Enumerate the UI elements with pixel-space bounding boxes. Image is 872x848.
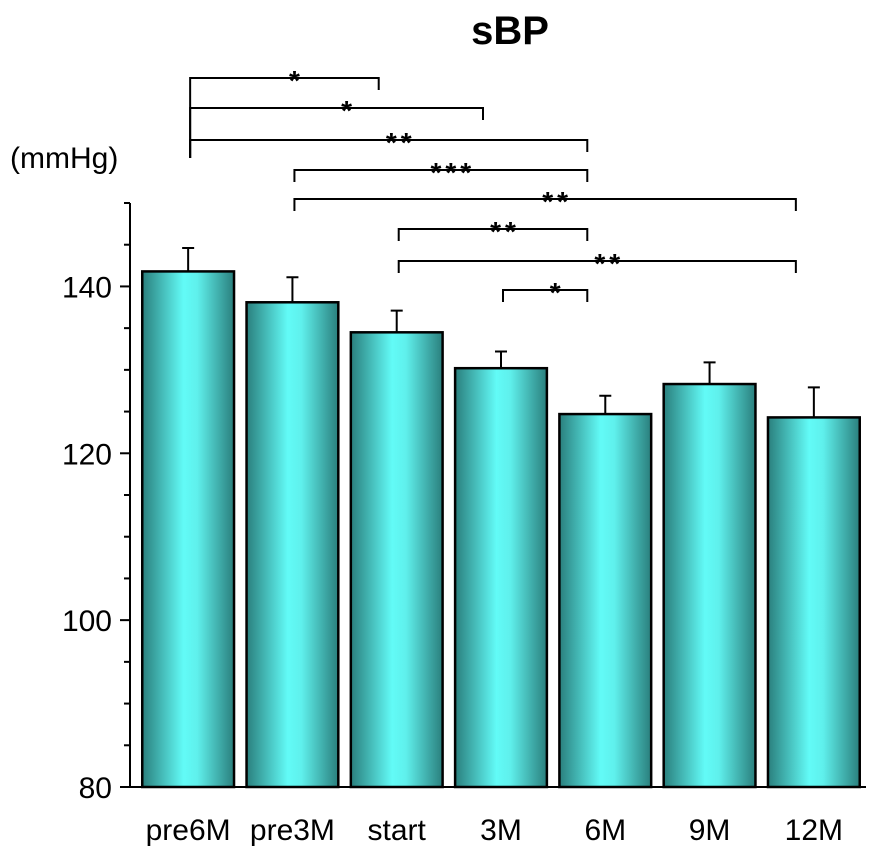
error-bar-12M bbox=[807, 386, 820, 418]
significance-brackets: ************** bbox=[189, 65, 797, 308]
bar-start bbox=[349, 331, 444, 789]
x-tick-label-pre6M: pre6M bbox=[146, 814, 231, 847]
significance-label: * bbox=[341, 95, 356, 126]
significance-bracket bbox=[502, 289, 589, 302]
significance-label: * bbox=[289, 65, 304, 96]
significance-label: ** bbox=[386, 127, 416, 158]
error-bar-6M bbox=[599, 394, 612, 415]
bars-layer bbox=[141, 247, 861, 789]
x-tick-label-pre3M: pre3M bbox=[250, 814, 335, 847]
significance-bracket bbox=[397, 260, 797, 273]
bar-6M bbox=[558, 412, 653, 789]
y-tick-label: 80 bbox=[79, 772, 112, 805]
error-bar-pre6M bbox=[182, 247, 195, 272]
y-tick-label: 140 bbox=[62, 271, 112, 304]
y-axis: 80 100 120 140 bbox=[62, 202, 866, 805]
x-tick-label-6M: 6M bbox=[584, 814, 626, 847]
error-bar-9M bbox=[703, 361, 716, 385]
significance-label: *** bbox=[431, 157, 476, 188]
bar-pre3M bbox=[245, 301, 340, 789]
significance-bracket bbox=[397, 228, 589, 241]
bar-3M bbox=[453, 366, 549, 789]
bar-12M bbox=[766, 416, 861, 789]
bar-pre6M bbox=[141, 270, 236, 789]
y-tick-label: 100 bbox=[62, 605, 112, 638]
significance-bracket bbox=[293, 169, 589, 182]
x-tick-label-start: start bbox=[368, 814, 427, 847]
chart-title: sBP bbox=[471, 9, 549, 53]
significance-bracket bbox=[293, 198, 797, 211]
y-tick-label: 120 bbox=[62, 438, 112, 471]
significance-label: * bbox=[550, 277, 565, 308]
error-bar-start bbox=[390, 309, 403, 333]
bar-9M bbox=[662, 382, 757, 789]
x-tick-label-3M: 3M bbox=[480, 814, 522, 847]
error-bar-pre3M bbox=[286, 276, 299, 303]
significance-label: ** bbox=[542, 186, 572, 217]
significance-label: ** bbox=[594, 248, 624, 279]
y-axis-unit-label: (mmHg) bbox=[10, 142, 118, 175]
significance-bracket bbox=[189, 139, 589, 158]
error-bar-3M bbox=[495, 350, 507, 369]
significance-bracket bbox=[189, 107, 484, 158]
x-axis-labels: pre6M pre3M start 3M 6M 9M 12M bbox=[146, 814, 843, 847]
x-tick-label-9M: 9M bbox=[689, 814, 731, 847]
significance-label: ** bbox=[490, 216, 520, 247]
x-tick-label-12M: 12M bbox=[785, 814, 843, 847]
